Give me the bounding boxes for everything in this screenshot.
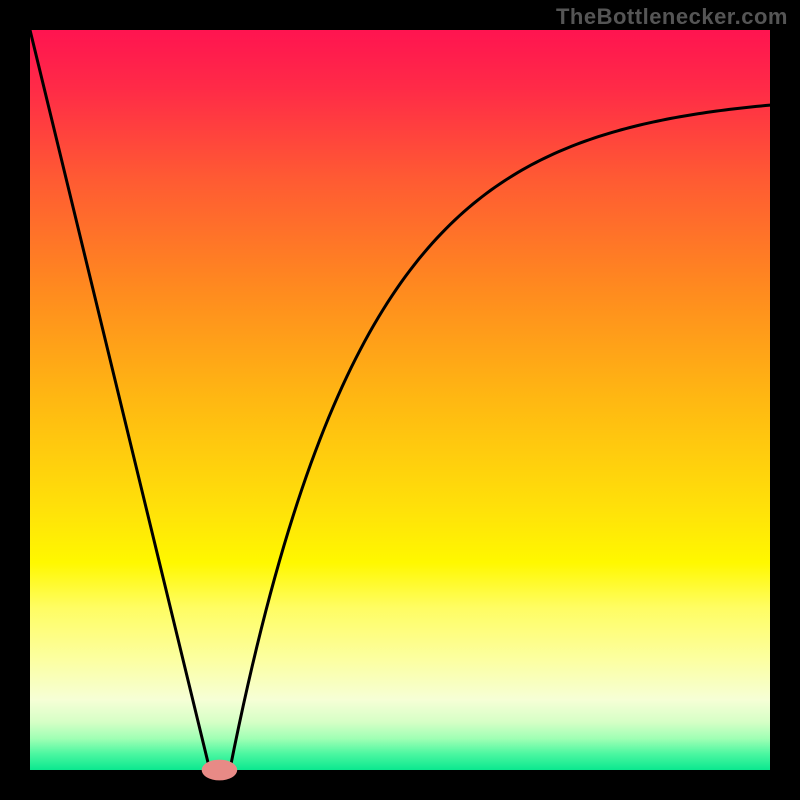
optimal-point-marker [202, 760, 238, 781]
chart-background [30, 30, 770, 770]
chart-container: TheBottlenecker.com [0, 0, 800, 800]
watermark-text: TheBottlenecker.com [556, 4, 788, 30]
bottleneck-chart [0, 0, 800, 800]
